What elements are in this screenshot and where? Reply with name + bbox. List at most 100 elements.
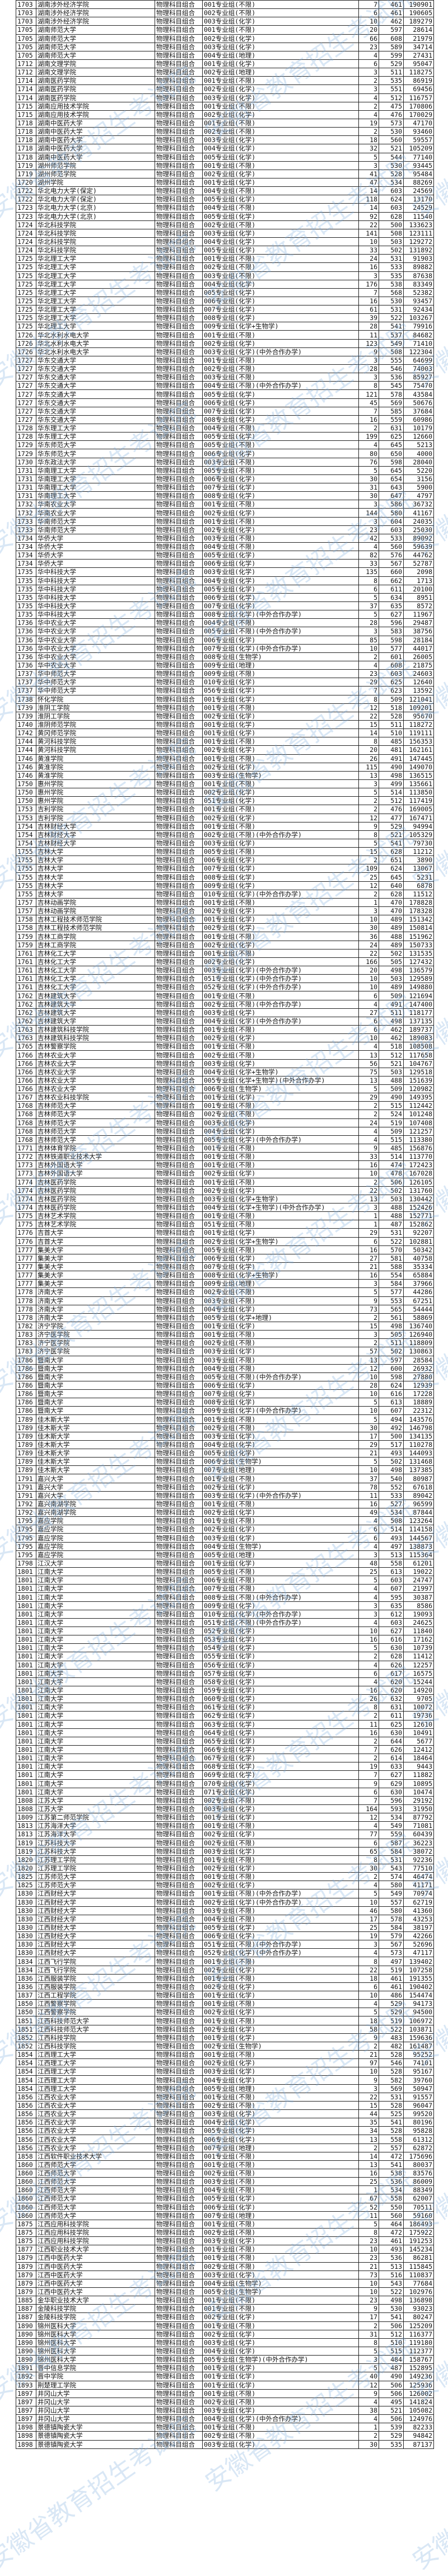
min-score-cell: 635 — [379, 601, 404, 611]
min-score-cell: 628 — [379, 211, 404, 221]
min-score-cell: 553 — [379, 1296, 404, 1305]
min-score-cell: 631 — [379, 1703, 404, 1712]
subject-combination-cell: 物理科目组合 — [155, 1804, 203, 1814]
subject-combination-cell: 物理科目组合 — [155, 1668, 203, 1678]
plan-count-cell: 10 — [358, 237, 379, 247]
school-code-cell: 1795 — [16, 1516, 36, 1526]
plan-count-cell: 2 — [358, 1872, 379, 1882]
plan-count-cell: 16 — [358, 2168, 379, 2178]
plan-count-cell: 15 — [358, 720, 379, 730]
plan-count-cell: 10 — [358, 974, 379, 984]
min-score-cell: 521 — [379, 2405, 404, 2415]
major-group-cell: 005专业组(化学) — [202, 584, 359, 594]
plan-count-cell: 2 — [358, 2041, 379, 2051]
school-code-cell: 1735 — [16, 567, 36, 577]
major-group-cell: 001专业组(不限) — [202, 1101, 359, 1111]
school-code-cell: 1893 — [16, 2380, 36, 2390]
table-row: 1830 江西财经大学 物理科目组合 005专业组(化学) 25 584 38197 — [16, 1922, 434, 1933]
min-score-cell: 631 — [379, 424, 404, 433]
min-score-cell: 514 — [379, 788, 404, 797]
min-rank-cell: 126940 — [403, 1330, 434, 1339]
subject-combination-cell: 物理科目组合 — [155, 2033, 203, 2042]
school-name-cell: 江南大学 — [36, 1668, 155, 1678]
min-rank-cell: 25030 — [403, 525, 434, 534]
min-score-cell: 505 — [379, 957, 404, 967]
subject-combination-cell: 物理科目组合 — [155, 1940, 203, 1949]
min-rank-cell: 129518 — [403, 1067, 434, 1077]
school-code-cell: 1736 — [16, 635, 36, 645]
school-code-cell: 1850 — [16, 2008, 36, 2017]
major-group-cell: 002专业组(不限) — [202, 262, 359, 272]
major-group-cell: 002专业组(化学) — [202, 1482, 359, 1492]
table-row: 1762 吉林建筑大学 物理科目组合 001专业组(不限) 6 509 121694 — [16, 991, 434, 1000]
subject-combination-cell: 物理科目组合 — [155, 1948, 203, 1958]
school-name-cell: 江西理工大学 — [36, 2075, 155, 2085]
plan-count-cell: 6 — [358, 59, 379, 69]
school-code-cell: 1746 — [16, 762, 36, 772]
major-group-cell: 007专业组(化学) — [202, 1262, 359, 1272]
school-code-cell: 1761 — [16, 974, 36, 984]
subject-combination-cell: 物理科目组合 — [155, 457, 203, 467]
school-name-cell: 惠州学院 — [36, 788, 155, 797]
school-code-cell: 1731 — [16, 466, 36, 475]
min-score-cell: 506 — [379, 2389, 404, 2398]
min-score-cell: 512 — [379, 1050, 404, 1060]
major-group-cell: 001专业组(不限) — [202, 25, 359, 35]
table-row: 1786 暨南大学 物理科目组合 009专业组(化学)(中外合作办学) 10 607 223… — [16, 1406, 434, 1416]
subject-combination-cell: 物理科目组合 — [155, 25, 203, 35]
min-rank-cell: 136515 — [403, 770, 434, 780]
subject-combination-cell: 物理科目组合 — [155, 999, 203, 1009]
major-group-cell: 006专业组(化学) — [202, 2202, 359, 2212]
min-score-cell: 580 — [379, 1906, 404, 1915]
major-group-cell: 004专业组(化学+生物学)(中外合作办学) — [202, 1202, 359, 1212]
min-rank-cell: 93457 — [403, 296, 434, 306]
plan-count-cell: 29 — [358, 678, 379, 687]
plan-count-cell: 6 — [358, 584, 379, 594]
school-code-cell: 1789 — [16, 1449, 36, 1458]
subject-combination-cell: 物理科目组合 — [155, 2100, 203, 2110]
major-group-cell: 002专业组(化学) — [202, 2024, 359, 2034]
min-score-cell: 518 — [379, 1042, 404, 1051]
min-rank-cell: 137385 — [403, 1465, 434, 1475]
min-score-cell: 528 — [379, 2126, 404, 2136]
plan-count-cell: 5 — [358, 1414, 379, 1424]
school-code-cell: 1720 — [16, 177, 36, 187]
table-row: 1776 吉首大学 物理科目组合 001专业组(化学) 29 531 92207 — [16, 1228, 434, 1238]
min-rank-cell: 87844 — [403, 1508, 434, 1517]
min-rank-cell: 24529 — [403, 203, 434, 213]
subject-combination-cell: 物理科目组合 — [155, 1423, 203, 1432]
table-row: 1789 佳木斯大学 物理科目组合 002专业组(不限) 30 492 146798 — [16, 1423, 434, 1432]
subject-combination-cell: 物理科目组合 — [155, 1508, 203, 1517]
min-score-cell: 508 — [379, 347, 404, 356]
plan-count-cell: 4 — [358, 2414, 379, 2424]
table-row: 1778 济南大学 物理科目组合 005专业组(化学+地理) 2 561 58869 — [16, 1313, 434, 1322]
min-rank-cell: 12257 — [403, 1660, 434, 1670]
major-group-cell: 005专业组(化学) — [202, 152, 359, 162]
min-rank-cell: 38197 — [403, 1922, 434, 1933]
min-rank-cell: 102976 — [403, 2287, 434, 2297]
min-score-cell: 607 — [379, 1584, 404, 1593]
school-code-cell: 1728 — [16, 424, 36, 433]
school-name-cell: 江西职业技术大学 — [36, 2245, 155, 2254]
table-row: 1860 江西师范大学 物理科目组合 007专业组(地理) 11 560 59160 — [16, 2211, 434, 2220]
min-score-cell: 541 — [379, 2118, 404, 2127]
school-name-cell: 吉林大学 — [36, 881, 155, 890]
school-code-cell: 1753 — [16, 805, 36, 814]
table-row: 1801 江南大学 物理科目组合 069专业组(化学) 7 627 11882 — [16, 1770, 434, 1780]
min-score-cell: 635 — [379, 1601, 404, 1610]
min-score-cell: 516 — [379, 2270, 404, 2279]
table-row: 1783 济宁医学院 物理科目组合 001专业组(不限) 3 505 126940 — [16, 1330, 434, 1339]
school-code-cell: 1754 — [16, 830, 36, 839]
school-name-cell: 景德镇陶瓷大学 — [36, 2439, 155, 2449]
min-rank-cell: 123111 — [403, 228, 434, 238]
major-group-cell: 003专业组(化学) — [202, 42, 359, 51]
plan-count-cell: 25 — [358, 1922, 379, 1933]
major-group-cell: 001专业组(不限) — [202, 2151, 359, 2161]
subject-combination-cell: 物理科目组合 — [155, 966, 203, 975]
min-score-cell: 519 — [379, 1965, 404, 1975]
school-code-cell: 1789 — [16, 1465, 36, 1475]
school-code-cell: 1726 — [16, 347, 36, 356]
min-score-cell: 503 — [379, 974, 404, 984]
major-group-cell: 006专业组(化学) — [202, 1380, 359, 1390]
min-score-cell: 628 — [379, 847, 404, 857]
